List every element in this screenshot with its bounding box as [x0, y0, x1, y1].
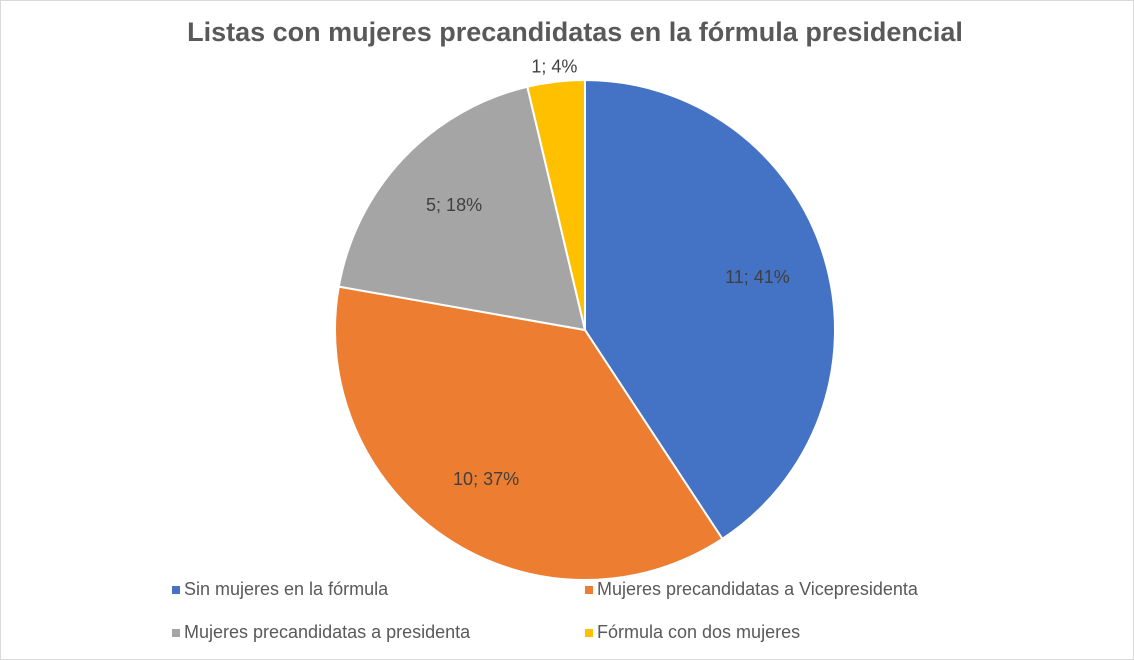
pie-slice: [337, 85, 587, 332]
legend-swatch: [585, 586, 593, 594]
data-label: 1; 4%: [531, 57, 577, 77]
legend-swatch: [585, 629, 593, 637]
legend-label: Mujeres precandidatas a presidenta: [184, 622, 471, 642]
legend-swatch: [172, 629, 180, 637]
legend-swatch: [172, 586, 180, 594]
legend-label: Fórmula con dos mujeres: [597, 622, 800, 642]
chart-title: Listas con mujeres precandidatas en la f…: [187, 17, 963, 47]
data-label: 10; 37%: [453, 469, 519, 489]
data-label: 5; 18%: [426, 195, 482, 215]
pie-slice: [526, 78, 586, 331]
legend-label: Sin mujeres en la fórmula: [184, 579, 389, 599]
legend-label: Mujeres precandidatas a Vicepresidenta: [597, 579, 919, 599]
pie-slice: [334, 285, 724, 581]
data-label: 11; 41%: [725, 267, 790, 287]
